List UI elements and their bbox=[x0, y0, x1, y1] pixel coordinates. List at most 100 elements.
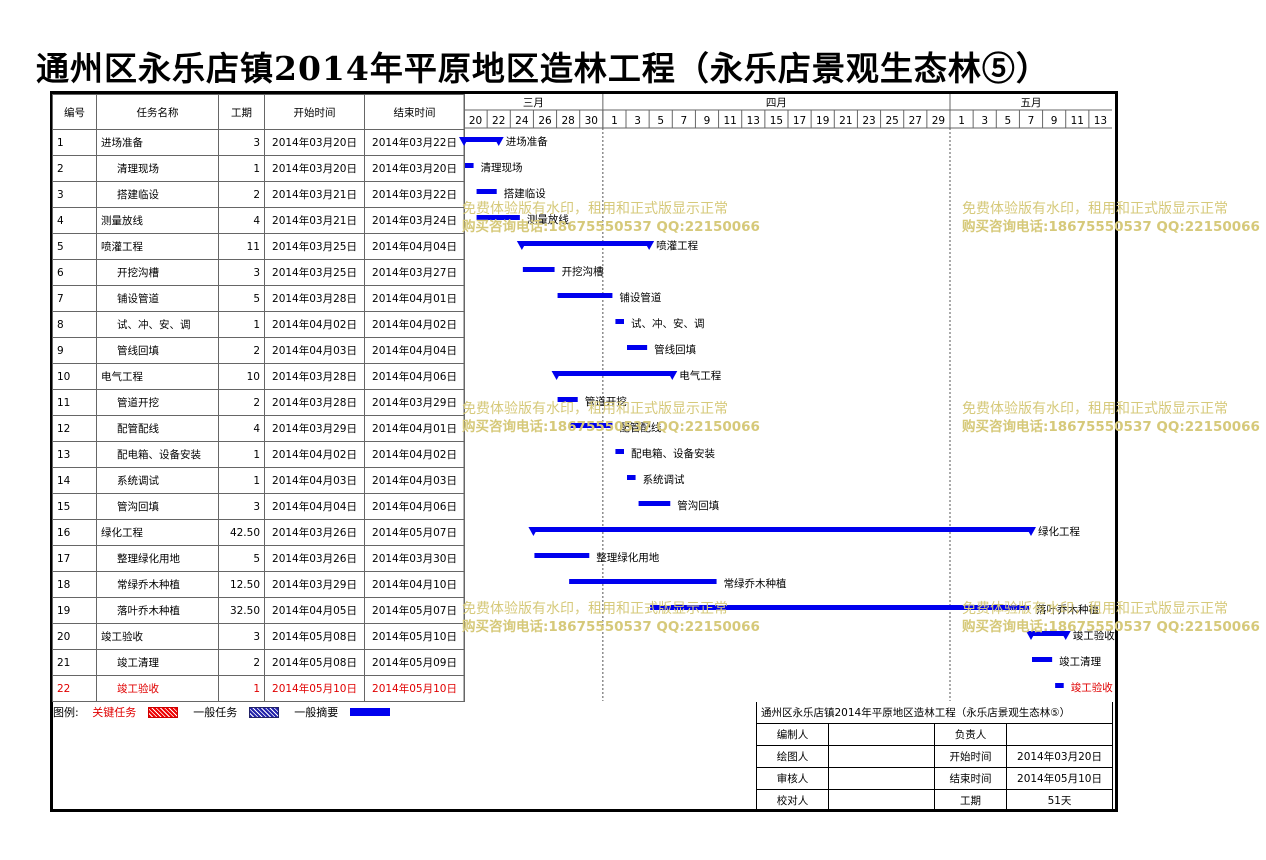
watermark-line1: 免费体验版有水印，租用和正式版显示正常 bbox=[462, 401, 728, 417]
summary-bar bbox=[1031, 631, 1066, 636]
info-checker-label: 校对人 bbox=[756, 789, 829, 812]
task-end: 2014年03月30日 bbox=[364, 545, 465, 572]
day-tick-label: 11 bbox=[723, 115, 736, 127]
task-start: 2014年03月25日 bbox=[264, 233, 365, 260]
bar-label: 管道开挖 bbox=[585, 395, 627, 408]
summary-bar bbox=[556, 371, 673, 376]
info-project: 通州区永乐店镇2014年平原地区造林工程（永乐店景观生态林⑤） bbox=[756, 702, 1113, 724]
legend-critical-label: 关键任务 bbox=[92, 706, 137, 719]
day-tick-label: 13 bbox=[1094, 115, 1107, 127]
table-row: 22 竣工验收 1 2014年05月10日 2014年05月10日 bbox=[52, 675, 465, 702]
info-end-label: 结束时间 bbox=[934, 767, 1007, 790]
task-end: 2014年04月06日 bbox=[364, 493, 465, 520]
watermark-line2: 购买咨询电话:18675550537 QQ:22150066 bbox=[962, 619, 1260, 635]
task-bar bbox=[627, 345, 648, 350]
task-id: 2 bbox=[52, 155, 97, 182]
task-end: 2014年05月10日 bbox=[364, 623, 465, 650]
table-row: 8 试、冲、安、调 1 2014年04月02日 2014年04月02日 bbox=[52, 311, 465, 338]
info-start: 2014年03月20日 bbox=[1006, 745, 1113, 768]
info-block: 通州区永乐店镇2014年平原地区造林工程（永乐店景观生态林⑤） 编制人 负责人 … bbox=[756, 702, 1113, 812]
task-bar bbox=[638, 501, 671, 506]
summary-bar-end-cap bbox=[1026, 527, 1036, 536]
task-start: 2014年04月03日 bbox=[264, 467, 365, 494]
task-duration: 1 bbox=[218, 311, 265, 338]
watermark-line2: 购买咨询电话:18675550537 QQ:22150066 bbox=[462, 619, 760, 635]
task-bar bbox=[615, 449, 624, 454]
watermark-line2: 购买咨询电话:18675550537 QQ:22150066 bbox=[962, 419, 1260, 435]
task-duration: 11 bbox=[218, 233, 265, 260]
task-end: 2014年04月04日 bbox=[364, 337, 465, 364]
day-tick-label: 28 bbox=[561, 115, 574, 127]
info-owner-label: 负责人 bbox=[934, 723, 1007, 746]
day-tick-label: 1 bbox=[958, 115, 965, 127]
info-editor bbox=[828, 723, 935, 746]
bar-label: 喷灌工程 bbox=[656, 240, 698, 252]
summary-bar-start-cap bbox=[551, 371, 562, 380]
task-id: 18 bbox=[52, 571, 97, 598]
task-bar bbox=[650, 605, 1029, 610]
watermark-line1: 免费体验版有水印，租用和正式版显示正常 bbox=[962, 401, 1228, 417]
task-end: 2014年04月02日 bbox=[364, 311, 465, 338]
summary-bar bbox=[464, 137, 499, 142]
task-end: 2014年03月22日 bbox=[364, 181, 465, 208]
table-row: 20 竣工验收 3 2014年05月08日 2014年05月10日 bbox=[52, 623, 465, 650]
day-tick-label: 23 bbox=[862, 115, 875, 127]
day-tick-label: 27 bbox=[909, 115, 922, 127]
legend-summary-label: 一般摘要 bbox=[294, 706, 339, 719]
task-name: 进场准备 bbox=[96, 129, 219, 156]
info-reviewer-label: 审核人 bbox=[756, 767, 829, 790]
legend-label: 图例: bbox=[53, 706, 79, 719]
watermark: 免费体验版有水印，租用和正式版显示正常 购买咨询电话:18675550537 Q… bbox=[462, 200, 760, 236]
day-tick-label: 30 bbox=[585, 115, 598, 127]
task-name: 喷灌工程 bbox=[96, 233, 219, 260]
bar-label: 整理绿化用地 bbox=[596, 551, 659, 564]
task-name: 竣工清理 bbox=[96, 649, 219, 676]
bar-label: 竣工验收 bbox=[1071, 681, 1113, 694]
task-duration: 42.50 bbox=[218, 519, 265, 546]
task-name: 整理绿化用地 bbox=[96, 545, 219, 572]
bar-label: 开挖沟槽 bbox=[562, 265, 604, 278]
info-drawer-label: 绘图人 bbox=[756, 745, 829, 768]
day-tick-label: 5 bbox=[1005, 115, 1012, 127]
task-start: 2014年04月02日 bbox=[264, 441, 365, 468]
task-bar bbox=[534, 553, 590, 558]
table-row: 5 喷灌工程 11 2014年03月25日 2014年04月04日 bbox=[52, 233, 465, 260]
legend-summary-swatch bbox=[349, 708, 390, 716]
watermark-line2: 购买咨询电话:18675550537 QQ:22150066 bbox=[962, 219, 1260, 235]
bar-label: 竣工清理 bbox=[1059, 655, 1101, 668]
task-id: 12 bbox=[52, 415, 97, 442]
task-table: 编号 任务名称 工期 开始时间 结束时间 1 进场准备 3 2014年03月20日 20… bbox=[52, 94, 465, 702]
table-row: 21 竣工清理 2 2014年05月08日 2014年05月09日 bbox=[52, 649, 465, 676]
watermark: 免费体验版有水印，租用和正式版显示正常 购买咨询电话:18675550537 Q… bbox=[462, 400, 760, 436]
watermark: 免费体验版有水印，租用和正式版显示正常 购买咨询电话:18675550537 Q… bbox=[962, 600, 1260, 636]
bar-label: 管线回填 bbox=[654, 343, 696, 356]
watermark-line1: 免费体验版有水印，租用和正式版显示正常 bbox=[962, 201, 1228, 217]
task-duration: 2 bbox=[218, 337, 265, 364]
task-id: 9 bbox=[52, 337, 97, 364]
task-duration: 5 bbox=[218, 285, 265, 312]
watermark-line1: 免费体验版有水印，租用和正式版显示正常 bbox=[462, 201, 728, 217]
task-start: 2014年04月04日 bbox=[264, 493, 365, 520]
col-duration-header: 工期 bbox=[218, 94, 265, 130]
bar-label: 试、冲、安、调 bbox=[631, 317, 705, 330]
watermark: 免费体验版有水印，租用和正式版显示正常 购买咨询电话:18675550537 Q… bbox=[462, 600, 760, 636]
task-id: 8 bbox=[52, 311, 97, 338]
summary-bar-end-cap bbox=[493, 137, 504, 146]
bar-label: 铺设管道 bbox=[619, 291, 661, 304]
day-tick-label: 11 bbox=[1071, 115, 1084, 127]
day-tick-label: 9 bbox=[1051, 115, 1058, 127]
task-name: 电气工程 bbox=[96, 363, 219, 390]
task-start: 2014年03月29日 bbox=[264, 415, 365, 442]
task-end: 2014年04月04日 bbox=[364, 233, 465, 260]
task-end: 2014年04月06日 bbox=[364, 363, 465, 390]
info-duration-label: 工期 bbox=[934, 789, 1007, 812]
task-start: 2014年05月08日 bbox=[264, 623, 365, 650]
task-duration: 3 bbox=[218, 259, 265, 286]
day-tick-label: 7 bbox=[1028, 115, 1035, 127]
task-id: 7 bbox=[52, 285, 97, 312]
task-start: 2014年03月28日 bbox=[264, 363, 365, 390]
task-id: 22 bbox=[52, 675, 97, 702]
task-name: 落叶乔木种植 bbox=[96, 597, 219, 624]
info-start-label: 开始时间 bbox=[934, 745, 1007, 768]
